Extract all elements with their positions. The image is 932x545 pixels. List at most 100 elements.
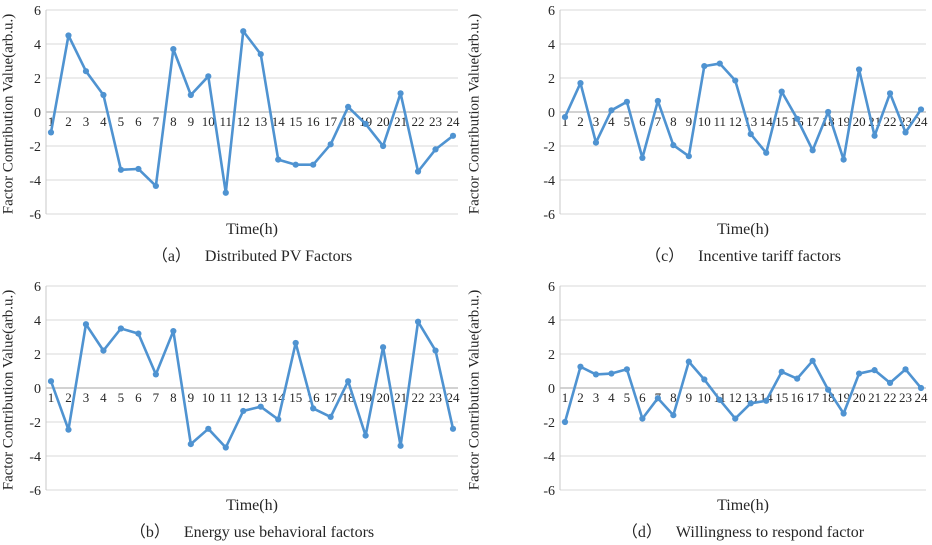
svg-text:7: 7 bbox=[655, 114, 662, 129]
svg-text:2: 2 bbox=[548, 72, 555, 87]
caption-a-text: Distributed PV Factors bbox=[204, 248, 353, 265]
chart-column-c: 6420-2-4-6123456789101112131415161718192… bbox=[532, 6, 932, 272]
y-axis-title-b: Factor Contribution Value(arb.u.) bbox=[0, 289, 17, 491]
svg-text:7: 7 bbox=[153, 114, 160, 129]
svg-text:-4: -4 bbox=[29, 174, 41, 189]
svg-text:7: 7 bbox=[153, 390, 160, 405]
svg-text:4: 4 bbox=[608, 390, 615, 405]
svg-text:16: 16 bbox=[307, 114, 321, 129]
svg-text:4: 4 bbox=[608, 114, 615, 129]
svg-text:2: 2 bbox=[577, 114, 584, 129]
svg-text:19: 19 bbox=[837, 114, 850, 129]
svg-text:5: 5 bbox=[624, 390, 631, 405]
svg-text:1: 1 bbox=[562, 390, 569, 405]
svg-text:13: 13 bbox=[254, 390, 267, 405]
svg-text:22: 22 bbox=[884, 114, 897, 129]
svg-text:4: 4 bbox=[100, 390, 107, 405]
svg-text:15: 15 bbox=[289, 114, 302, 129]
chart-column-b: 6 4 2 0 -2 -4 -6 1 2 3 4 5 6 7 8 9 10 11 12 13 14 15 16 17 18 19 2… bbox=[18, 282, 464, 545]
svg-text:20: 20 bbox=[853, 114, 866, 129]
svg-text:23: 23 bbox=[429, 114, 442, 129]
y-axis-title-a: Factor Contribution Value(arb.u.) bbox=[0, 13, 17, 215]
svg-text:11: 11 bbox=[220, 114, 233, 129]
caption-c-text: Incentive tariff factors bbox=[698, 248, 841, 265]
svg-text:9: 9 bbox=[686, 390, 693, 405]
svg-text:17: 17 bbox=[806, 114, 820, 129]
svg-text:-4: -4 bbox=[543, 450, 555, 465]
caption-c-index: （c） bbox=[645, 248, 685, 265]
svg-text:-6: -6 bbox=[543, 484, 555, 496]
svg-text:10: 10 bbox=[698, 114, 711, 129]
y-axis-title-wrap-c: Factor Contribution Value(arb.u.) bbox=[466, 6, 484, 272]
svg-text:0: 0 bbox=[548, 382, 555, 397]
svg-text:1: 1 bbox=[48, 390, 55, 405]
svg-text:5: 5 bbox=[118, 390, 125, 405]
svg-text:4: 4 bbox=[100, 114, 107, 129]
svg-text:15: 15 bbox=[289, 390, 302, 405]
svg-text:22: 22 bbox=[884, 390, 897, 405]
svg-text:21: 21 bbox=[394, 390, 407, 405]
svg-text:16: 16 bbox=[791, 390, 805, 405]
line-chart-a: 6420-2-4-6123456789101112131415161718192… bbox=[29, 6, 460, 220]
svg-text:12: 12 bbox=[237, 390, 250, 405]
svg-text:6: 6 bbox=[639, 390, 646, 405]
svg-text:0: 0 bbox=[34, 382, 41, 397]
svg-text:-2: -2 bbox=[543, 416, 555, 431]
svg-text:-6: -6 bbox=[29, 208, 41, 220]
svg-text:23: 23 bbox=[899, 390, 912, 405]
svg-text:-2: -2 bbox=[29, 140, 41, 155]
y-axis-title-d: Factor Contribution Value(arb.u.) bbox=[466, 289, 483, 491]
x-axis-title-c: Time(h) bbox=[717, 221, 769, 238]
svg-text:21: 21 bbox=[868, 390, 881, 405]
panel-c: Factor Contribution Value(arb.u.) 6 4 2 0 -2… bbox=[466, 0, 932, 272]
y-axis-title-c: Factor Contribution Value(arb.u.) bbox=[466, 13, 483, 215]
svg-text:6: 6 bbox=[34, 282, 41, 295]
svg-text:9: 9 bbox=[188, 390, 195, 405]
svg-text:24: 24 bbox=[915, 390, 929, 405]
chart-column-a: 6420-2-4-6123456789101112131415161718192… bbox=[18, 6, 464, 272]
svg-text:2: 2 bbox=[577, 390, 584, 405]
svg-text:12: 12 bbox=[729, 390, 742, 405]
svg-text:8: 8 bbox=[670, 390, 677, 405]
caption-b-index: （b） bbox=[129, 524, 170, 541]
svg-text:2: 2 bbox=[34, 72, 41, 87]
svg-text:8: 8 bbox=[670, 114, 677, 129]
svg-text:11: 11 bbox=[220, 390, 233, 405]
svg-text:11: 11 bbox=[714, 114, 727, 129]
svg-text:10: 10 bbox=[202, 114, 215, 129]
x-axis-title-d: Time(h) bbox=[717, 497, 769, 514]
svg-text:23: 23 bbox=[429, 390, 442, 405]
svg-text:24: 24 bbox=[915, 114, 929, 129]
caption-a-index: （a） bbox=[151, 248, 191, 265]
caption-c: （c） Incentive tariff factors bbox=[543, 242, 932, 266]
svg-text:8: 8 bbox=[170, 114, 177, 129]
caption-a: （a） Distributed PV Factors bbox=[29, 242, 475, 266]
y-axis-title-wrap-a: Factor Contribution Value(arb.u.) bbox=[0, 6, 18, 272]
svg-text:22: 22 bbox=[412, 390, 425, 405]
svg-text:2: 2 bbox=[34, 348, 41, 363]
svg-text:4: 4 bbox=[548, 314, 555, 329]
svg-text:10: 10 bbox=[698, 390, 711, 405]
x-axis-title-a: Time(h) bbox=[226, 221, 278, 238]
panel-d: Factor Contribution Value(arb.u.) 6 4 2 0 -2… bbox=[466, 272, 932, 545]
panel-a: Factor Contribution Value(arb.u.) 6 4 2 0 -2… bbox=[0, 0, 466, 272]
svg-text:14: 14 bbox=[272, 114, 286, 129]
caption-d-text: Willingness to respond factor bbox=[675, 524, 865, 541]
svg-text:3: 3 bbox=[593, 114, 600, 129]
svg-text:-4: -4 bbox=[29, 450, 41, 465]
svg-text:12: 12 bbox=[729, 114, 742, 129]
svg-text:2: 2 bbox=[65, 114, 72, 129]
svg-text:3: 3 bbox=[83, 114, 90, 129]
svg-text:2: 2 bbox=[65, 390, 72, 405]
svg-text:6: 6 bbox=[548, 6, 555, 19]
svg-text:-2: -2 bbox=[543, 140, 555, 155]
chart-column-d: 6420-2-4-6123456789101112131415161718192… bbox=[532, 282, 932, 545]
y-axis-title-wrap-b: Factor Contribution Value(arb.u.) bbox=[0, 282, 18, 545]
svg-text:6: 6 bbox=[135, 114, 142, 129]
svg-text:3: 3 bbox=[83, 390, 90, 405]
svg-text:0: 0 bbox=[548, 106, 555, 121]
svg-text:15: 15 bbox=[775, 114, 788, 129]
svg-text:9: 9 bbox=[188, 114, 195, 129]
panel-b: Factor Contribution Value(arb.u.) 6 4 2 0 -2… bbox=[0, 272, 466, 545]
